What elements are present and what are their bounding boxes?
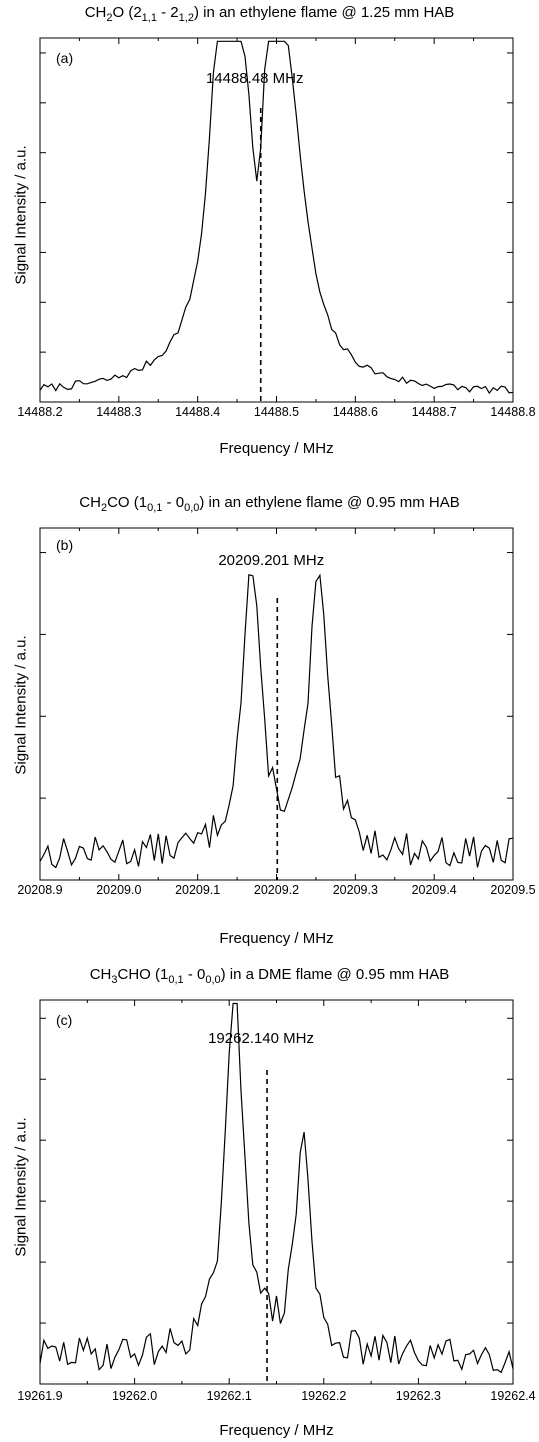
- panel-label-a: (a): [56, 50, 74, 66]
- y-axis-label-a: Signal Intensity / a.u.: [12, 145, 30, 285]
- y-axis-label-b: Signal Intensity / a.u.: [12, 635, 30, 775]
- x-tick-label: 19262.2: [301, 1389, 347, 1403]
- chart-title-a: CH2O (21,1 - 21,2) in an ethylene flame …: [84, 4, 455, 24]
- x-tick-label: 14488.5: [253, 405, 300, 419]
- chart-title-c: CH3CHO (10,1 - 00,0) in a DME flame @ 0.…: [89, 966, 450, 986]
- x-tick-label: 20209.3: [332, 883, 378, 897]
- x-tick-label: 20209.0: [96, 883, 142, 897]
- x-tick-label: 20209.2: [253, 883, 300, 897]
- x-axis-label-c: Frequency / MHz: [219, 1422, 334, 1439]
- x-tick-label: 14488.7: [411, 405, 457, 419]
- x-tick-label: 20209.1: [175, 883, 221, 897]
- panel-label-c: (c): [56, 1012, 73, 1028]
- spectrum-line: [39, 40, 514, 395]
- x-tick-label: 14488.6: [332, 405, 378, 419]
- x-tick-label: 19262.3: [395, 1389, 441, 1403]
- y-axis-label-c: Signal Intensity / a.u.: [12, 1117, 30, 1257]
- plot-area-c: [39, 999, 514, 1385]
- chart-panel-c: CH3CHO (10,1 - 00,0) in a DME flame @ 0.…: [0, 962, 539, 1442]
- x-tick-label: 19261.9: [17, 1389, 63, 1403]
- x-axis-label-a: Frequency / MHz: [219, 440, 334, 457]
- x-tick-label: 14488.2: [17, 405, 63, 419]
- plot-area-b: [39, 527, 514, 881]
- spectrum-line: [39, 1002, 514, 1374]
- chart-panel-b: CH2CO (10,1 - 00,0) in an ethylene flame…: [0, 490, 539, 960]
- x-tick-label: 20209.4: [411, 883, 457, 897]
- x-tick-label: 20208.9: [17, 883, 63, 897]
- x-tick-label: 19262.4: [490, 1389, 536, 1403]
- x-tick-label: 20209.5: [490, 883, 536, 897]
- x-axis-label-b: Frequency / MHz: [219, 930, 334, 947]
- chart-title-b: CH2CO (10,1 - 00,0) in an ethylene flame…: [79, 494, 460, 514]
- x-tick-label: 14488.4: [175, 405, 221, 419]
- center-frequency-label-c: 19262.140 MHz: [208, 1030, 314, 1047]
- x-tick-label: 19262.1: [206, 1389, 252, 1403]
- plot-frame: [39, 999, 514, 1385]
- plot-frame: [39, 37, 514, 403]
- plot-area-a: [39, 37, 514, 403]
- panel-label-b: (b): [56, 537, 74, 553]
- x-tick-label: 14488.8: [490, 405, 536, 419]
- center-frequency-label-a: 14488.48 MHz: [205, 70, 304, 87]
- x-tick-label: 19262.0: [112, 1389, 158, 1403]
- chart-panel-a: CH2O (21,1 - 21,2) in an ethylene flame …: [0, 0, 539, 470]
- x-tick-label: 14488.3: [96, 405, 142, 419]
- center-frequency-label-b: 20209.201 MHz: [218, 552, 325, 569]
